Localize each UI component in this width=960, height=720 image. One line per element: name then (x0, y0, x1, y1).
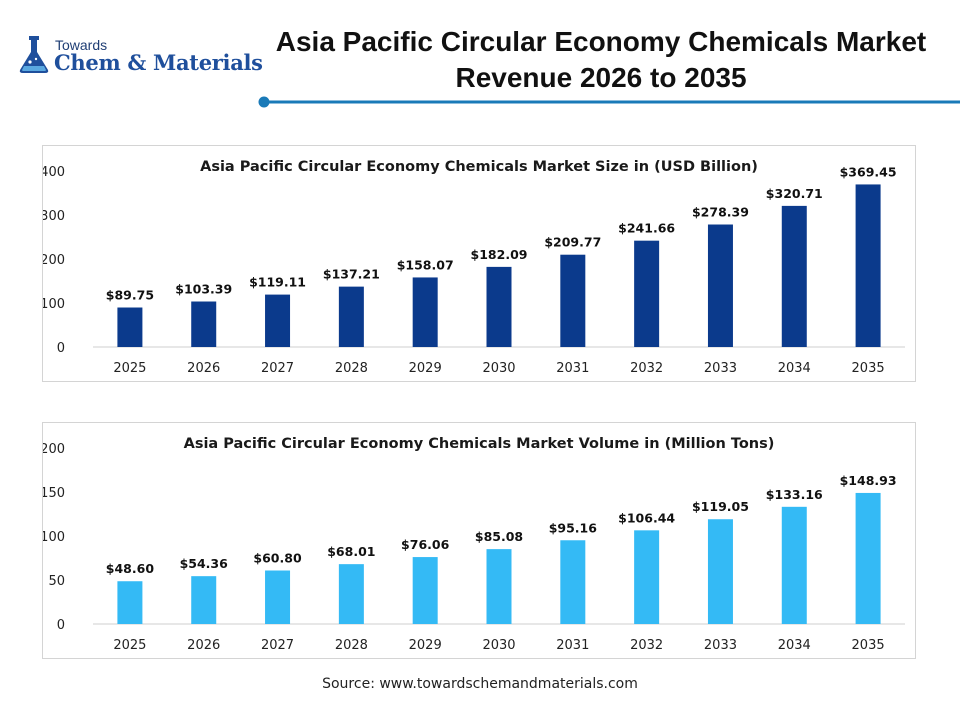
market-volume-chart: Asia Pacific Circular Economy Chemicals … (43, 436, 905, 653)
data-label: $106.44 (618, 510, 675, 525)
x-tick-label: 2034 (778, 638, 811, 653)
y-tick-label: 50 (48, 574, 65, 589)
y-tick-label: 400 (43, 165, 65, 180)
x-tick-label: 2033 (704, 638, 737, 653)
bar-2025 (117, 581, 143, 624)
data-label: $48.60 (106, 561, 155, 576)
market-size-chart-panel: Asia Pacific Circular Economy Chemicals … (42, 145, 916, 382)
data-label: $54.36 (180, 556, 229, 571)
bar-2034 (781, 506, 807, 624)
y-tick-label: 0 (57, 618, 65, 633)
bar-2032 (634, 240, 660, 347)
data-label: $369.45 (840, 164, 897, 179)
bar-2027 (265, 570, 291, 624)
data-label: $76.06 (401, 537, 450, 552)
market-size-chart: Asia Pacific Circular Economy Chemicals … (43, 159, 905, 376)
data-label: $60.80 (253, 550, 302, 565)
bar-2026 (191, 301, 217, 347)
bar-2033 (707, 519, 733, 624)
bar-2027 (265, 294, 291, 347)
data-label: $68.01 (327, 544, 375, 559)
source-text: Source: www.towardschemandmaterials.com (322, 676, 638, 692)
x-tick-label: 2035 (852, 638, 885, 653)
data-label: $95.16 (549, 520, 598, 535)
data-label: $119.05 (692, 499, 749, 514)
title-line-1: Asia Pacific Circular Economy Chemicals … (275, 26, 927, 57)
y-tick-label: 200 (43, 253, 65, 268)
title-line-2: Revenue 2026 to 2035 (455, 62, 747, 93)
data-label: $137.21 (323, 267, 380, 282)
title-accent-line (258, 96, 960, 108)
logo-text-small: Towards (55, 37, 108, 53)
x-tick-label: 2032 (630, 361, 663, 376)
x-tick-label: 2025 (113, 638, 146, 653)
data-label: $89.75 (106, 288, 154, 303)
x-tick-label: 2027 (261, 638, 294, 653)
bar-2035 (855, 184, 881, 347)
x-tick-label: 2032 (630, 638, 663, 653)
bar-2030 (486, 266, 512, 347)
bar-2029 (412, 277, 438, 347)
bar-2025 (117, 307, 143, 347)
bar-2031 (560, 254, 586, 347)
data-label: $209.77 (544, 235, 601, 250)
bar-2026 (191, 576, 217, 624)
data-label: $241.66 (618, 221, 675, 236)
bar-2030 (486, 549, 512, 624)
y-tick-label: 100 (43, 297, 65, 312)
bar-2035 (855, 492, 881, 624)
data-label: $278.39 (692, 205, 749, 220)
x-tick-label: 2031 (556, 638, 589, 653)
logo-text-brand: Chem & Materials (54, 50, 263, 75)
x-tick-label: 2028 (335, 638, 368, 653)
x-tick-label: 2033 (704, 361, 737, 376)
x-tick-label: 2034 (778, 361, 811, 376)
y-tick-label: 0 (57, 341, 65, 356)
x-tick-label: 2030 (482, 638, 515, 653)
bar-2031 (560, 540, 586, 624)
bar-2032 (634, 530, 660, 624)
x-tick-label: 2026 (187, 638, 220, 653)
bar-2028 (338, 564, 364, 624)
bar-2034 (781, 205, 807, 347)
bar-2033 (707, 224, 733, 347)
bar-2029 (412, 557, 438, 624)
market-volume-chart-panel: Asia Pacific Circular Economy Chemicals … (42, 422, 916, 659)
x-tick-label: 2035 (852, 361, 885, 376)
y-tick-label: 150 (43, 486, 65, 501)
data-label: $85.08 (475, 529, 523, 544)
data-label: $148.93 (840, 473, 897, 488)
x-tick-label: 2026 (187, 361, 220, 376)
data-label: $182.09 (471, 247, 528, 262)
x-tick-label: 2030 (482, 361, 515, 376)
y-tick-label: 300 (43, 209, 65, 224)
x-tick-label: 2029 (409, 361, 442, 376)
x-tick-label: 2028 (335, 361, 368, 376)
x-tick-label: 2029 (409, 638, 442, 653)
data-label: $320.71 (766, 186, 823, 201)
y-tick-label: 100 (43, 530, 65, 545)
chart-title: Asia Pacific Circular Economy Chemicals … (200, 159, 758, 175)
y-tick-label: 200 (43, 442, 65, 457)
chart-title: Asia Pacific Circular Economy Chemicals … (184, 436, 775, 452)
accent-bar (264, 100, 960, 104)
data-label: $103.39 (175, 282, 232, 297)
data-label: $133.16 (766, 487, 823, 502)
data-label: $158.07 (397, 257, 454, 272)
page-title: Asia Pacific Circular Economy Chemicals … (256, 24, 946, 96)
x-tick-label: 2031 (556, 361, 589, 376)
x-tick-label: 2025 (113, 361, 146, 376)
data-label: $119.11 (249, 275, 306, 290)
x-tick-label: 2027 (261, 361, 294, 376)
bar-2028 (338, 286, 364, 347)
flask-logo-icon (19, 36, 49, 73)
